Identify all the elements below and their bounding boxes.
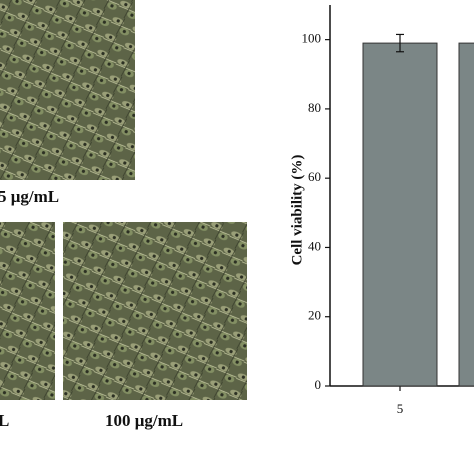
y-tick-label: 80	[308, 100, 321, 115]
y-tick-label: 60	[308, 169, 321, 184]
error-bar	[396, 33, 404, 53]
micrograph	[0, 0, 135, 180]
y-tick-label: 0	[315, 377, 322, 392]
y-tick-label: 40	[308, 238, 321, 253]
y-tick-label: 100	[302, 31, 322, 46]
image-label: L	[0, 411, 9, 430]
bar	[458, 42, 474, 387]
image-label: 100 μg/mL	[105, 411, 183, 430]
y-tick-label: 20	[308, 308, 321, 323]
bar	[362, 42, 438, 387]
micrograph	[0, 222, 55, 400]
image-label: 5 μg/mL	[0, 187, 59, 206]
x-tick-label: 5	[397, 401, 404, 416]
y-axis-label: Cell viability (%)	[289, 155, 305, 266]
micrograph	[63, 222, 247, 400]
